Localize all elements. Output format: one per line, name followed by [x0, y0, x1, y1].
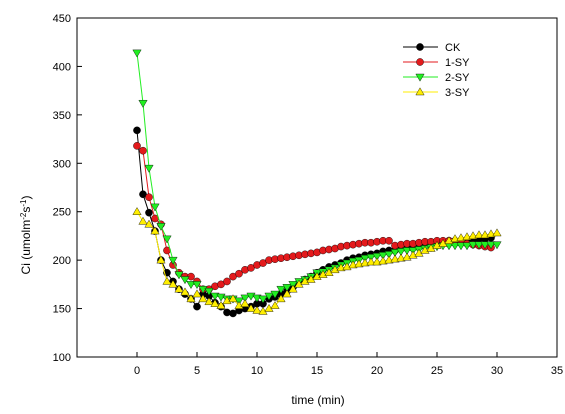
data-point	[168, 256, 178, 265]
legend: CK 1-SY 2-SY 3-SY	[403, 42, 470, 99]
data-point	[270, 301, 280, 309]
data-point	[480, 241, 490, 250]
data-point	[145, 193, 153, 201]
data-point	[132, 207, 142, 215]
x-tick-label: 30	[491, 365, 503, 377]
data-point	[258, 295, 268, 304]
data-point	[192, 281, 202, 289]
data-point	[270, 290, 280, 299]
data-point	[450, 242, 460, 251]
y-tick-label: 150	[53, 304, 71, 316]
data-point	[150, 226, 160, 235]
data-point	[396, 248, 406, 257]
legend-marker	[416, 58, 424, 66]
legend-marker	[416, 43, 424, 51]
y-tick-label: 450	[53, 13, 71, 25]
data-point	[216, 301, 226, 309]
data-point	[162, 276, 172, 285]
data-point	[192, 289, 202, 298]
data-point	[138, 216, 148, 225]
data-point	[174, 284, 184, 293]
plot-area: 100 150 200 250 300 350 400 450 0 5 10 15 20 25 30 35	[53, 13, 563, 377]
y-tick-label: 350	[53, 110, 71, 122]
data-point	[138, 100, 148, 108]
data-point	[384, 251, 394, 259]
data-point	[156, 255, 166, 264]
data-point	[276, 286, 286, 294]
legend-marker	[415, 87, 425, 96]
data-point	[144, 164, 154, 173]
data-point	[133, 126, 141, 135]
data-point	[372, 253, 382, 261]
data-point	[378, 252, 388, 260]
data-point	[198, 294, 208, 303]
data-point	[468, 241, 478, 250]
data-point	[282, 289, 292, 298]
data-point	[456, 242, 466, 251]
data-point	[144, 219, 154, 228]
data-point	[474, 230, 484, 239]
legend-label: 3-SY	[445, 87, 470, 99]
data-point	[246, 303, 256, 312]
data-point	[186, 281, 196, 289]
y-tick-label: 250	[53, 207, 71, 219]
data-point	[240, 294, 250, 303]
data-point	[162, 235, 172, 244]
data-point	[168, 279, 178, 288]
data-point	[235, 269, 243, 278]
legend-label: 2-SY	[445, 72, 470, 84]
legend-marker	[415, 73, 425, 82]
data-point	[240, 299, 250, 307]
data-point	[145, 208, 153, 217]
legend-label: CK	[445, 42, 461, 54]
data-point	[204, 297, 214, 305]
x-tick-label: 5	[194, 365, 200, 377]
data-point	[156, 223, 166, 231]
data-point	[180, 276, 190, 285]
x-tick-label: 25	[431, 365, 443, 377]
data-point	[385, 236, 393, 245]
data-point	[132, 49, 142, 58]
y-tick-label: 400	[53, 61, 71, 73]
x-tick-label: 15	[311, 365, 323, 377]
data-point	[288, 284, 298, 293]
y-tick-label: 200	[53, 255, 71, 267]
data-point	[139, 146, 147, 155]
y-tick-label: 100	[53, 352, 71, 364]
data-point	[180, 287, 190, 296]
data-point	[474, 241, 484, 250]
x-tick-label: 20	[371, 365, 383, 377]
data-point	[492, 228, 502, 237]
series-3-sy	[132, 207, 502, 315]
data-point	[366, 257, 376, 266]
data-point	[282, 284, 292, 292]
data-point	[390, 249, 400, 257]
x-tick-label: 35	[551, 365, 563, 377]
data-point	[462, 242, 472, 251]
data-point	[204, 287, 214, 296]
data-point	[486, 241, 496, 250]
data-point	[150, 203, 160, 212]
data-point	[193, 302, 201, 311]
data-point	[228, 294, 238, 303]
x-axis-title: time (min)	[291, 393, 344, 407]
legend-label: 1-SY	[445, 57, 470, 69]
data-point	[186, 294, 196, 303]
data-point	[492, 241, 502, 250]
x-tick-label: 0	[134, 365, 140, 377]
y-tick-label: 300	[53, 158, 71, 170]
data-point	[174, 271, 184, 280]
data-point	[264, 292, 274, 301]
data-point	[252, 305, 262, 314]
data-point	[276, 294, 286, 303]
y-axis-title: Ci (umolm-2s-1)	[19, 196, 34, 275]
data-point	[210, 299, 220, 307]
data-point	[133, 142, 141, 150]
data-point	[223, 277, 231, 286]
data-point	[402, 247, 412, 256]
x-tick-label: 10	[251, 365, 263, 377]
